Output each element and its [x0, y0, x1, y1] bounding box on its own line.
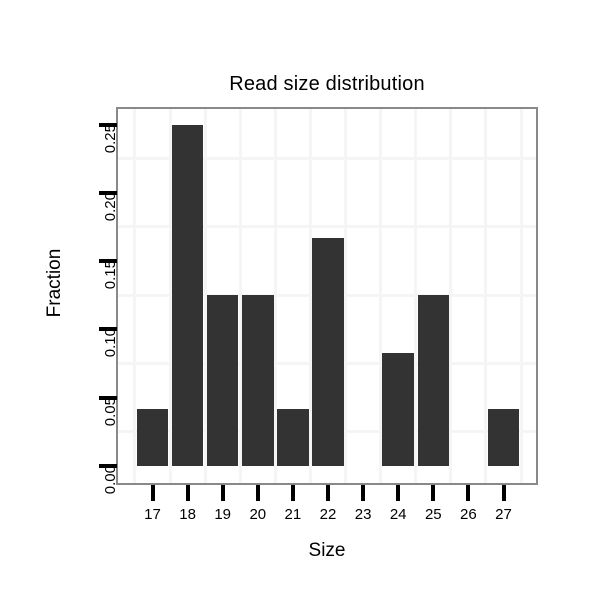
minor-gridline-v [168, 109, 172, 483]
minor-gridline-h [118, 225, 536, 229]
x-tick-label: 21 [284, 506, 302, 523]
x-tick-label: 18 [179, 506, 196, 523]
x-tick-mark [185, 485, 190, 501]
x-tick-mark [361, 485, 366, 501]
minor-gridline-v [484, 109, 488, 483]
y-tick-label: 0.25 [102, 123, 119, 153]
chart-title: Read size distribution [229, 73, 425, 95]
x-tick-mark [466, 485, 471, 501]
bar-25 [417, 295, 450, 466]
bar-24 [382, 352, 414, 466]
y-tick-label: 0.05 [102, 396, 119, 426]
minor-gridline-v [414, 109, 418, 483]
y-tick-mark [99, 464, 117, 468]
y-tick-label: 0.10 [102, 328, 119, 358]
bar-18 [171, 124, 204, 466]
x-tick-mark [255, 485, 260, 501]
x-tick-label: 19 [214, 506, 232, 523]
x-tick-mark [431, 485, 436, 501]
y-tick-label: 0.00 [102, 465, 119, 495]
bar-17 [136, 408, 169, 466]
x-axis-label: Size [308, 540, 346, 561]
x-tick-mark [326, 485, 330, 501]
x-tick-label: 17 [144, 506, 161, 523]
x-tick-mark [501, 485, 506, 501]
minor-gridline-v [203, 109, 207, 483]
minor-gridline-v [133, 109, 137, 483]
bar-21 [277, 408, 309, 466]
bar-22 [312, 237, 344, 466]
y-axis-label: Fraction [44, 248, 65, 318]
y-tick-mark [99, 190, 117, 195]
x-tick-mark [290, 485, 295, 501]
bar-20 [242, 295, 274, 466]
plot-panel [116, 107, 538, 485]
minor-gridline-v [273, 109, 277, 483]
y-tick-mark [99, 259, 117, 264]
y-tick-label: 0.15 [102, 260, 119, 290]
y-tick-label: 0.20 [102, 191, 119, 221]
minor-gridline-h [118, 157, 536, 161]
minor-gridline-v [344, 109, 348, 483]
x-tick-mark [150, 485, 155, 501]
minor-gridline-v [519, 109, 523, 483]
bar-27 [487, 408, 520, 466]
minor-gridline-v [449, 109, 453, 483]
y-tick-mark [99, 327, 117, 332]
x-tick-label: 25 [424, 506, 442, 523]
x-tick-mark [220, 485, 225, 501]
bar-19 [206, 295, 239, 466]
y-tick-mark [99, 395, 117, 400]
x-tick-label: 24 [389, 506, 407, 523]
minor-gridline-v [379, 109, 383, 483]
x-tick-label: 26 [460, 506, 477, 523]
x-tick-label: 23 [354, 506, 372, 523]
x-tick-mark [396, 485, 401, 501]
minor-gridline-v [238, 109, 242, 483]
y-tick-mark [99, 122, 117, 127]
x-tick-label: 20 [249, 506, 267, 523]
minor-gridline-v [308, 109, 312, 483]
x-tick-label: 22 [319, 506, 337, 523]
x-tick-label: 27 [495, 506, 512, 523]
